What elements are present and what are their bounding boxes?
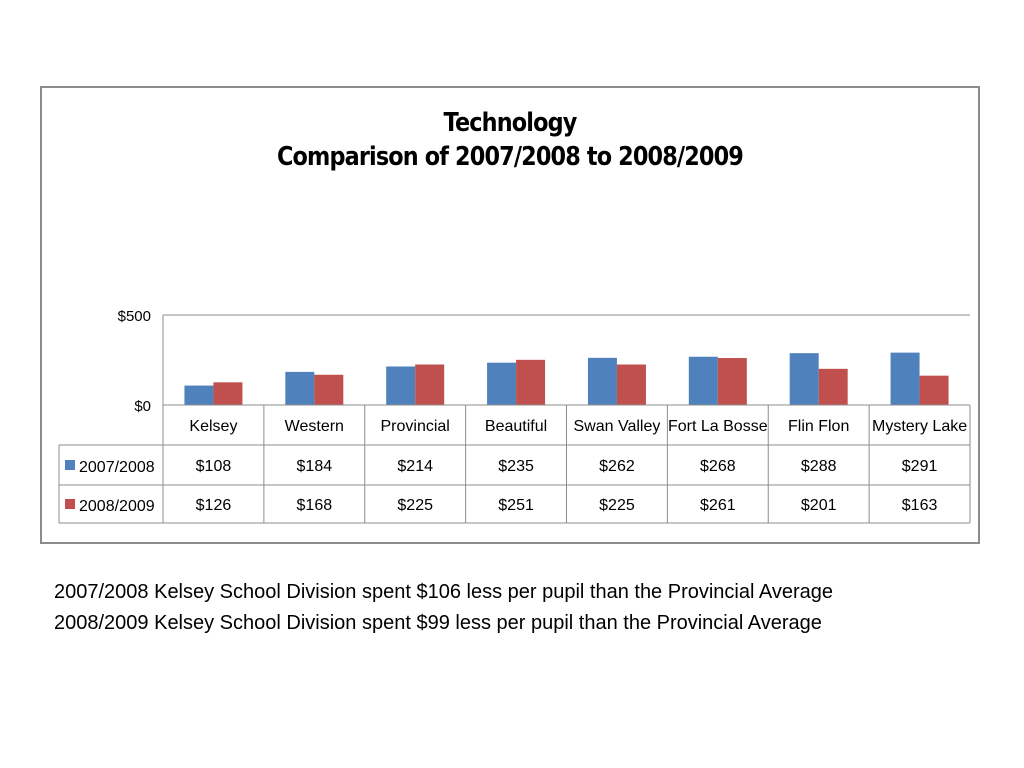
category-label: Flin Flon [788, 418, 849, 435]
bar-chart: $500 $0 Kelsey Western Provincial Beautiful Sw… [58, 308, 971, 524]
data-label-2007/2008: $184 [297, 458, 333, 475]
bar-2007/2008-Fort La Bosse [688, 356, 718, 405]
y-tick-label: $500 [118, 308, 151, 325]
bar-2007/2008-Western [285, 371, 315, 405]
data-label-2008/2009: $225 [599, 497, 635, 514]
chart-title: Technology Comparison of 2007/2008 to 20… [108, 106, 913, 174]
data-label-2007/2008: $268 [700, 458, 736, 475]
bar-2008/2009-Swan Valley [616, 364, 646, 405]
category-label: Provincial [381, 418, 450, 435]
legend-key-2008/2009 [65, 499, 75, 509]
data-label-2007/2008: $214 [397, 458, 433, 475]
bar-2007/2008-Provincial [386, 366, 416, 405]
category-label: Western [285, 418, 344, 435]
y-tick-label: $0 [134, 398, 151, 415]
data-label-2008/2009: $201 [801, 497, 837, 514]
data-label-2007/2008: $291 [902, 458, 938, 475]
bar-2008/2009-Provincial [415, 364, 445, 405]
bar-2007/2008-Flin Flon [789, 353, 819, 405]
category-label: Fort La Bosse [668, 418, 768, 435]
data-label-2008/2009: $261 [700, 497, 736, 514]
bar-2008/2009-Kelsey [213, 382, 243, 405]
data-label-2008/2009: $168 [297, 497, 333, 514]
data-label-2007/2008: $235 [498, 458, 534, 475]
bar-2008/2009-Mystery Lake [919, 375, 949, 405]
category-label: Swan Valley [574, 418, 661, 435]
data-label-2007/2008: $108 [196, 458, 232, 475]
bar-2007/2008-Mystery Lake [890, 352, 920, 405]
bar-2007/2008-Swan Valley [587, 357, 617, 405]
legend-label-2008/2009: 2008/2009 [79, 498, 155, 515]
category-label: Mystery Lake [872, 418, 967, 435]
data-label-2008/2009: $251 [498, 497, 534, 514]
legend-label-2007/2008: 2007/2008 [79, 459, 155, 476]
chart-title-line-1: Technology [443, 108, 578, 138]
data-label-2008/2009: $225 [397, 497, 433, 514]
bar-2008/2009-Western [314, 374, 344, 405]
bar-2008/2009-Flin Flon [818, 368, 848, 405]
category-label: Beautiful [485, 418, 547, 435]
bar-2007/2008-Beautiful [487, 362, 517, 405]
legend-key-2007/2008 [65, 460, 75, 470]
data-label-2007/2008: $288 [801, 458, 837, 475]
data-label-2008/2009: $163 [902, 497, 938, 514]
chart-title-line-2: Comparison of 2007/2008 to 2008/2009 [276, 142, 744, 172]
bar-2008/2009-Beautiful [516, 359, 546, 405]
data-label-2007/2008: $262 [599, 458, 635, 475]
data-label-2008/2009: $126 [196, 497, 232, 514]
chart-frame: Technology Comparison of 2007/2008 to 20… [40, 86, 980, 544]
bar-2008/2009-Fort La Bosse [717, 358, 747, 405]
footnote-2008-2009: 2008/2009 Kelsey School Division spent $… [54, 612, 822, 634]
footnote-2007-2008: 2007/2008 Kelsey School Division spent $… [54, 581, 834, 603]
category-label: Kelsey [189, 418, 237, 435]
bar-2007/2008-Kelsey [184, 385, 214, 405]
